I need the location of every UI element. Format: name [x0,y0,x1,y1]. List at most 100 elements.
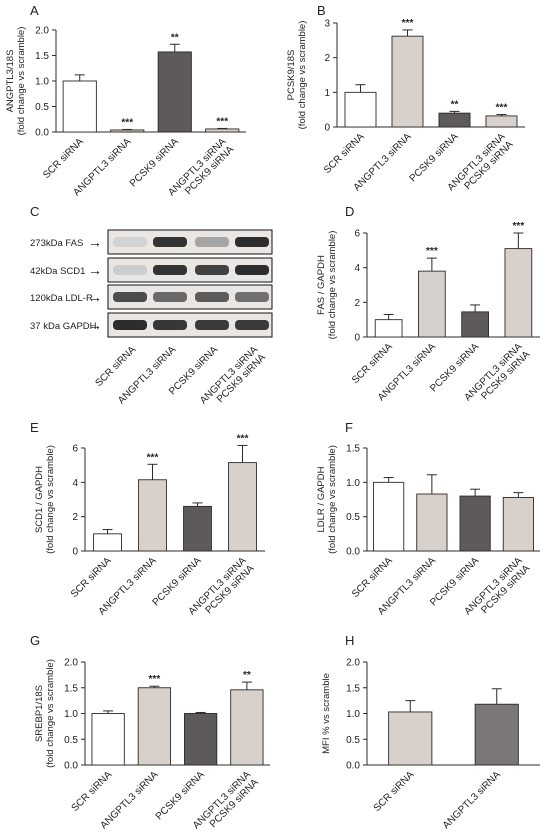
y-axis-label: SREBP1/18S(fold change vs scramble) [34,659,56,768]
y-tick-label: 0 [72,547,78,558]
x-tick-label-line: PCSK9 siRNA [128,136,181,189]
y-tick-label: 1.5 [64,683,78,694]
blot-band-label: 37 kDa GAPDH [30,321,97,332]
panel-d: D 0 2 4 6 FAS / GAPDH(fold change vs scramble… [316,204,540,403]
x-tick-label: SCR siRNA [70,769,115,814]
y-axis-label: PCSK9/18S(fold change vs scramble) [286,21,308,130]
y-tick-label: 1.0 [346,709,360,720]
x-tick-label: SCR siRNA [322,131,367,176]
y-tick-label: 0.0 [64,761,78,772]
y-tick-label: 3 [324,19,330,30]
panel-letter: C [30,204,39,219]
y-axis-label-line: PCSK9/18S [286,50,297,101]
panel-b: B 0 1 2 3 PCSK9/18S(fold change vs scramble) S… [286,3,525,193]
blot-band [235,320,269,330]
y-tick-label: 0.0 [346,761,360,772]
bar [459,495,491,552]
bar [157,51,192,133]
bar [474,703,519,766]
blot-band [235,292,269,302]
y-axis-label-line: (fold change vs scramble) [327,231,338,340]
panel-letter: F [345,420,353,435]
significance-label: *** [237,433,249,444]
panel-a: A 0.0 0.5 1.0 1.5 2.0 ANGPTL3/18S(fold change … [5,3,246,198]
x-tick-label-line: SCR siRNA [372,769,417,814]
panel-letter: D [345,204,354,219]
blot-band [235,237,269,247]
x-tick-label: SCR siRNA [41,136,86,181]
significance-label: ** [243,670,251,681]
bar [438,112,471,128]
x-tick-label: PCSK9 siRNA [128,136,181,189]
blot-band [153,237,187,247]
significance-label: *** [121,117,133,128]
y-axis-label: SCD1 / GAPDH(fold change vs scramble) [34,445,56,554]
significance-label: *** [513,221,525,232]
blot-band-label: 42kDa SCD1 [30,266,85,277]
x-tick-label: SCR siRNA [350,555,395,600]
x-tick-label-line: SCR siRNA [70,769,115,814]
bar [344,91,377,128]
y-tick-label: 2.0 [35,26,49,37]
y-axis-label-line: MFI % vs scramble [321,673,332,754]
y-tick-label: 1 [324,88,330,99]
bar [504,248,533,338]
y-tick-label: 4 [72,478,78,489]
blot-band [153,265,187,275]
significance-label: *** [426,246,438,257]
panel-letter: H [345,633,354,648]
blot-band [113,320,147,330]
significance-label: ** [171,32,179,43]
bar [93,533,122,552]
y-tick-label: 1.0 [346,478,360,489]
y-axis-label: ANGPTL3/18S(fold change vs scramble) [5,27,27,136]
y-axis-label-line: ANGPTL3/18S [5,50,16,113]
arrow-icon: → [88,317,102,333]
y-tick-label: 0.5 [64,735,78,746]
blot-band-label: 120kDa LDL-R [30,293,93,304]
y-tick-label: 1.5 [346,444,360,455]
y-tick-label: 0.0 [346,547,360,558]
blot-band-label: 273kDa FAS [30,238,83,249]
significance-label: *** [402,18,414,29]
x-tick-label: SCR siRNA [372,769,417,814]
panel-h: H 0.0 0.5 1.0 1.5 2.0 MFI % vs scramble SCR siR… [321,633,540,831]
x-tick-label-line: ANGPTL3 siRNA [441,769,503,831]
bar [91,713,125,766]
y-tick-label: 2.0 [64,658,78,669]
bar [228,462,257,552]
significance-label: ** [451,99,459,110]
blot-band [113,292,147,302]
x-tick-label-line: SCR siRNA [322,131,367,176]
panel-f: F 0.0 0.5 1.0 1.5 LDLR / GAPDH(fold change vs… [316,420,540,617]
y-tick-label: 2 [354,298,360,309]
y-axis-label-line: SREBP1/18S [34,685,45,742]
blot-band [195,237,229,247]
bar [138,479,167,552]
y-tick-label: 0 [354,333,360,344]
y-axis-label-line: (fold change vs scramble) [45,659,56,768]
y-tick-label: 0.5 [35,102,49,113]
panel-g: G 0.0 0.5 1.0 1.5 2.0 SREBP1/18S(fold change v… [30,633,270,831]
blot-band [153,320,187,330]
blot-band [113,237,147,247]
y-tick-label: 0.5 [346,512,360,523]
y-axis-label-line: (fold change vs scramble) [327,445,338,554]
y-tick-label: 1.5 [346,683,360,694]
x-tick-label: SCR siRNA [350,341,395,386]
bar [373,481,405,552]
x-tick-label-line: SCR siRNA [350,555,395,600]
arrow-icon: → [88,234,102,250]
x-tick-label-line: PCSK9 siRNA [408,131,461,184]
bar [110,129,145,133]
y-tick-label: 0.0 [35,128,49,139]
panel-letter: A [30,3,39,18]
y-axis-label: LDLR / GAPDH(fold change vs scramble) [316,445,338,554]
blot-band [195,320,229,330]
bar [461,311,489,338]
significance-label: *** [147,452,159,463]
bar [183,713,218,766]
y-tick-label: 2 [72,512,78,523]
